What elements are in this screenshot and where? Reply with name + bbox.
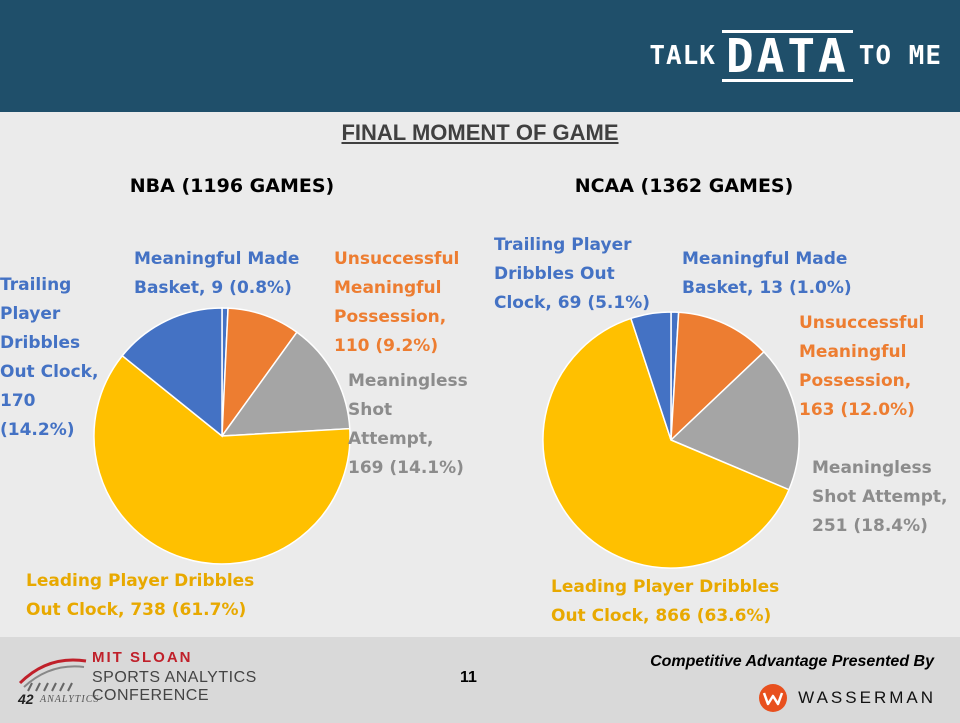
sponsor-logo: WASSERMAN	[758, 683, 936, 713]
data-label-line: 163 (12.0%)	[799, 400, 915, 420]
data-label-line: Unsuccessful	[334, 249, 459, 269]
data-label-line: Dribbles	[0, 333, 80, 353]
pie-slice-meaningless-shot	[220, 331, 351, 437]
pie-slice-leading-dribble	[93, 354, 351, 565]
data-label-leading-dribble: Leading Player Dribbles Out Clock, 866 (6…	[551, 577, 779, 626]
wasserman-w-icon	[759, 684, 788, 712]
data-label-line: Out Clock, 866 (63.6%)	[551, 606, 771, 626]
data-label-trailing-dribble: Trailing Player Dribbles Out Clock, 170 (14.2…	[0, 275, 98, 440]
data-label-line: Trailing	[0, 275, 71, 295]
data-label-line: Basket, 9 (0.8%)	[134, 278, 292, 298]
data-label-line: Meaningless	[348, 371, 468, 391]
data-label-line: Basket, 13 (1.0%)	[682, 278, 852, 298]
sloan-conference-logo: MIT SLOAN SPORTS ANALYTICS CONFERENCE 42…	[18, 649, 348, 715]
page-number: 11	[460, 669, 477, 686]
data-label-line: (14.2%)	[0, 420, 75, 440]
data-label-line: Possession,	[799, 371, 911, 391]
data-label-line: 251 (18.4%)	[812, 516, 928, 536]
conference-name-line-2: SPORTS ANALYTICS CONFERENCE	[92, 669, 257, 704]
data-label-line: Meaningful	[334, 278, 441, 298]
pie-slice-leading-dribble	[542, 317, 790, 569]
footer-bar: MIT SLOAN SPORTS ANALYTICS CONFERENCE 42…	[0, 637, 960, 723]
data-label-made-basket: Meaningful Made Basket, 13 (1.0%)	[682, 249, 852, 298]
conference-edition-number: 42	[18, 691, 34, 707]
data-label-line: Trailing Player	[494, 235, 632, 255]
data-label-line: Player	[0, 304, 61, 324]
data-label-trailing-dribble: Trailing Player Dribbles Out Clock, 69 (5.…	[494, 235, 650, 313]
data-label-line: Leading Player Dribbles	[26, 571, 254, 591]
data-label-line: Shot Attempt,	[812, 487, 947, 507]
brand-part-2: DATA	[721, 30, 853, 82]
header-bar: TALK DATA TO ME	[0, 0, 960, 112]
data-label-line: Attempt,	[348, 429, 433, 449]
swoosh-icon	[18, 658, 87, 692]
data-label-line: Meaningful	[799, 342, 906, 362]
pie-slice-meaningless-shot	[669, 350, 800, 491]
ncaa-pie-chart: NCAA (1362 GAMES) Meaningful Made Basket,…	[494, 175, 947, 626]
sponsor-name: WASSERMAN	[798, 688, 936, 707]
data-label-line: Possession,	[334, 307, 446, 327]
data-label-line: Clock, 69 (5.1%)	[494, 293, 650, 313]
data-label-line: Out Clock,	[0, 362, 98, 382]
nba-chart-title: NBA (1196 GAMES)	[130, 175, 334, 197]
ncaa-labels: Meaningful Made Basket, 13 (1.0%) Unsucces…	[494, 235, 947, 626]
data-label-unsuccessful-possession: Unsuccessful Meaningful Possession, 163 (12…	[799, 313, 924, 420]
data-label-line: Out Clock, 738 (61.7%)	[26, 600, 246, 620]
brand-part-3: TO ME	[858, 41, 942, 71]
ncaa-chart-title: NCAA (1362 GAMES)	[575, 175, 794, 197]
data-label-line: Meaningless	[812, 458, 932, 478]
pie-charts: NBA (1196 GAMES) Meaningful Made Basket, …	[0, 175, 947, 626]
data-label-line: Unsuccessful	[799, 313, 924, 333]
conference-name-line-1: MIT SLOAN	[92, 649, 193, 666]
data-label-line: 110 (9.2%)	[334, 336, 438, 356]
data-label-line: Leading Player Dribbles	[551, 577, 779, 597]
data-label-meaningless-shot: Meaningless Shot Attempt, 169 (14.1%)	[348, 371, 468, 478]
pie-slice-unsuccessful-possession	[670, 311, 765, 442]
data-label-line: Meaningful Made	[682, 249, 847, 269]
data-label-leading-dribble: Leading Player Dribbles Out Clock, 738 (6…	[26, 571, 254, 620]
data-label-line: 170	[0, 391, 36, 411]
nba-slices	[93, 307, 351, 565]
page-title: FINAL MOMENT OF GAME	[341, 120, 619, 145]
data-label-line: Shot	[348, 400, 392, 420]
data-label-line: 169 (14.1%)	[348, 458, 464, 478]
data-label-made-basket: Meaningful Made Basket, 9 (0.8%)	[134, 249, 299, 298]
nba-pie-chart: NBA (1196 GAMES) Meaningful Made Basket, …	[0, 175, 468, 620]
talk-data-to-me-logo: TALK DATA TO ME	[649, 30, 942, 82]
data-label-line: Meaningful Made	[134, 249, 299, 269]
data-label-meaningless-shot: Meaningless Shot Attempt, 251 (18.4%)	[812, 458, 947, 536]
conference-edition-sub: ANALYTICS	[40, 694, 100, 705]
nba-labels: Meaningful Made Basket, 9 (0.8%) Unsuccess…	[0, 249, 468, 620]
data-label-line: Dribbles Out	[494, 264, 615, 284]
data-label-unsuccessful-possession: Unsuccessful Meaningful Possession, 110 (9.…	[334, 249, 459, 356]
pie-slice-trailing-dribble	[629, 311, 672, 441]
ncaa-slices	[542, 311, 800, 569]
presented-by-text: Competitive Advantage Presented By	[650, 653, 934, 670]
brand-part-1: TALK	[649, 41, 716, 71]
pie-slice-trailing-dribble	[121, 307, 223, 438]
